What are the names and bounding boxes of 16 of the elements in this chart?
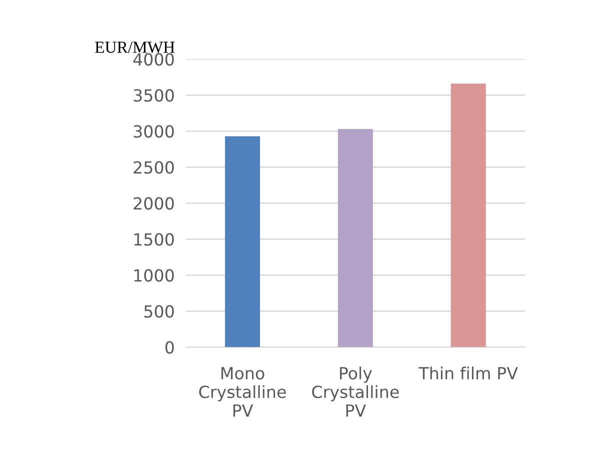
y-tick-label: 1000 [134,269,174,282]
bar [338,128,373,348]
y-tick-label: 4000 [133,53,174,66]
x-tick-label: Poly Crystalline PV [312,366,399,417]
y-tick-label: 0 [165,341,174,354]
bar [225,136,260,348]
bar [450,84,486,348]
y-tick-label: 2000 [134,197,174,210]
x-tick-label: Thin film PV [418,366,518,380]
y-tick-label: 500 [144,305,174,318]
y-tick-label: 1500 [134,233,174,246]
y-tick-label: 3000 [134,125,174,138]
y-tick-label: 3500 [134,89,174,102]
y-tick-label: 2500 [134,161,174,174]
x-tick-label: Mono Crystalline PV [199,367,286,417]
y-axis-title: EUR/MWH [95,42,175,53]
